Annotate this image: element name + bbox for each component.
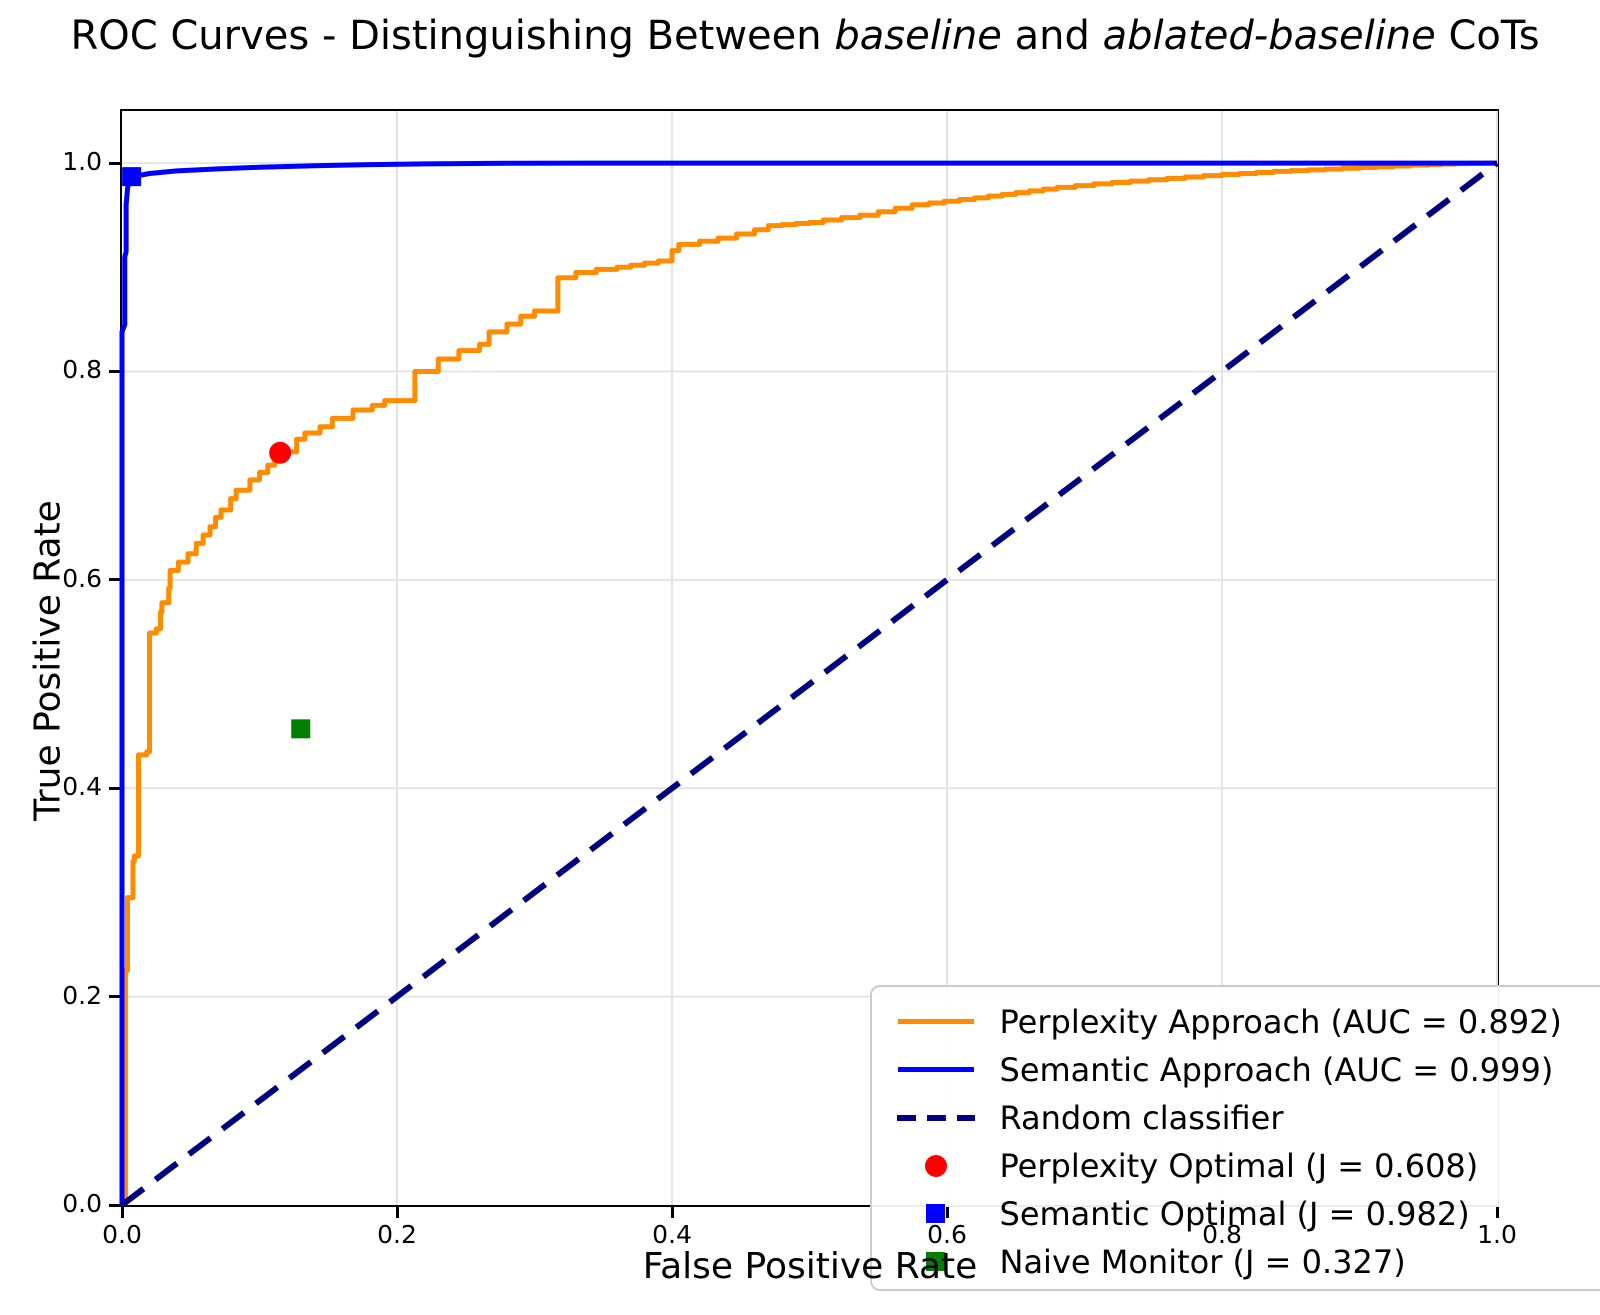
square-swatch-icon [926,1252,945,1271]
x-tick-label: 0.8 [1202,1220,1242,1249]
legend-item-label: Semantic Optimal (J = 0.982) [999,1194,1470,1233]
title-text-2: and [1001,13,1103,59]
title-text-3: CoTs [1435,13,1540,59]
legend-swatch-circle [886,1154,986,1177]
y-tick-label: 0.0 [62,1189,102,1218]
dashed-swatch-icon [896,1114,975,1121]
legend: Perplexity Approach (AUC = 0.892) Semanti… [869,984,1600,1291]
y-tick-label: 0.2 [62,980,102,1010]
y-tick-label: 0.8 [62,355,102,385]
x-tick-mark [945,1207,949,1218]
legend-item-label: Naive Monitor (J = 0.327) [999,1242,1406,1281]
x-tick-label: 0.6 [927,1220,967,1249]
legend-swatch-line [886,1067,986,1072]
legend-item-label: Perplexity Optimal (J = 0.608) [999,1146,1479,1185]
legend-item: Perplexity Optimal (J = 0.608) [886,1142,1600,1190]
legend-item-label: Perplexity Approach (AUC = 0.892) [999,1002,1562,1041]
legend-swatch-square [886,1252,986,1271]
y-axis-label: True Positive Rate [27,500,69,821]
semantic-roc-curve [119,160,1497,1205]
y-tick-mark [109,1203,120,1207]
perplexity-optimal-marker [268,441,291,464]
x-tick-label: 0.0 [102,1220,142,1249]
title-italic-ablated-baseline: ablated-baseline [1102,13,1436,59]
square-swatch-icon [926,1204,945,1223]
y-tick-mark [109,786,120,790]
legend-item-label: Semantic Approach (AUC = 0.999) [999,1050,1554,1089]
plot-area: Perplexity Approach (AUC = 0.892) Semanti… [119,108,1600,1291]
naive-monitor-marker [290,718,310,738]
y-tick-label: 0.6 [62,563,102,593]
x-tick-mark [120,1207,124,1218]
y-tick-label: 1.0 [62,147,102,177]
title-text-1: ROC Curves - Distinguishing Between [70,13,835,59]
x-tick-label: 1.0 [1477,1220,1517,1249]
circle-swatch-icon [924,1154,947,1177]
roc-chart-svg [119,110,1499,1207]
semantic-optimal-marker [121,166,141,186]
y-tick-mark [109,995,120,999]
y-tick-mark [109,578,120,582]
line-swatch-icon [897,1019,974,1024]
x-axis-label: False Positive Rate [642,1246,978,1287]
x-tick-mark [1220,1207,1224,1218]
legend-item-label: Random classifier [999,1098,1284,1137]
legend-item: Random classifier [886,1094,1600,1142]
y-tick-label: 0.4 [62,772,102,802]
legend-swatch-square [886,1204,986,1223]
x-tick-label: 0.4 [652,1220,692,1249]
legend-swatch-line [886,1019,986,1024]
y-tick-mark [109,369,120,373]
x-tick-mark [670,1207,674,1218]
y-tick-mark [109,161,120,165]
x-tick-mark [1495,1207,1499,1218]
legend-swatch-dashed [886,1114,986,1121]
line-swatch-icon [897,1067,974,1072]
random-classifier-line [119,160,1499,1207]
chart-title: ROC Curves - Distinguishing Between base… [10,10,1600,62]
legend-item: Semantic Approach (AUC = 0.999) [886,1046,1600,1094]
x-tick-label: 0.2 [377,1220,417,1249]
legend-item: Semantic Optimal (J = 0.982) [886,1190,1600,1238]
title-italic-baseline: baseline [834,13,1002,59]
legend-item: Perplexity Approach (AUC = 0.892) [886,998,1600,1046]
perplexity-roc-curve [122,160,1497,1205]
x-tick-mark [395,1207,399,1218]
legend-item: Naive Monitor (J = 0.327) [886,1238,1600,1286]
